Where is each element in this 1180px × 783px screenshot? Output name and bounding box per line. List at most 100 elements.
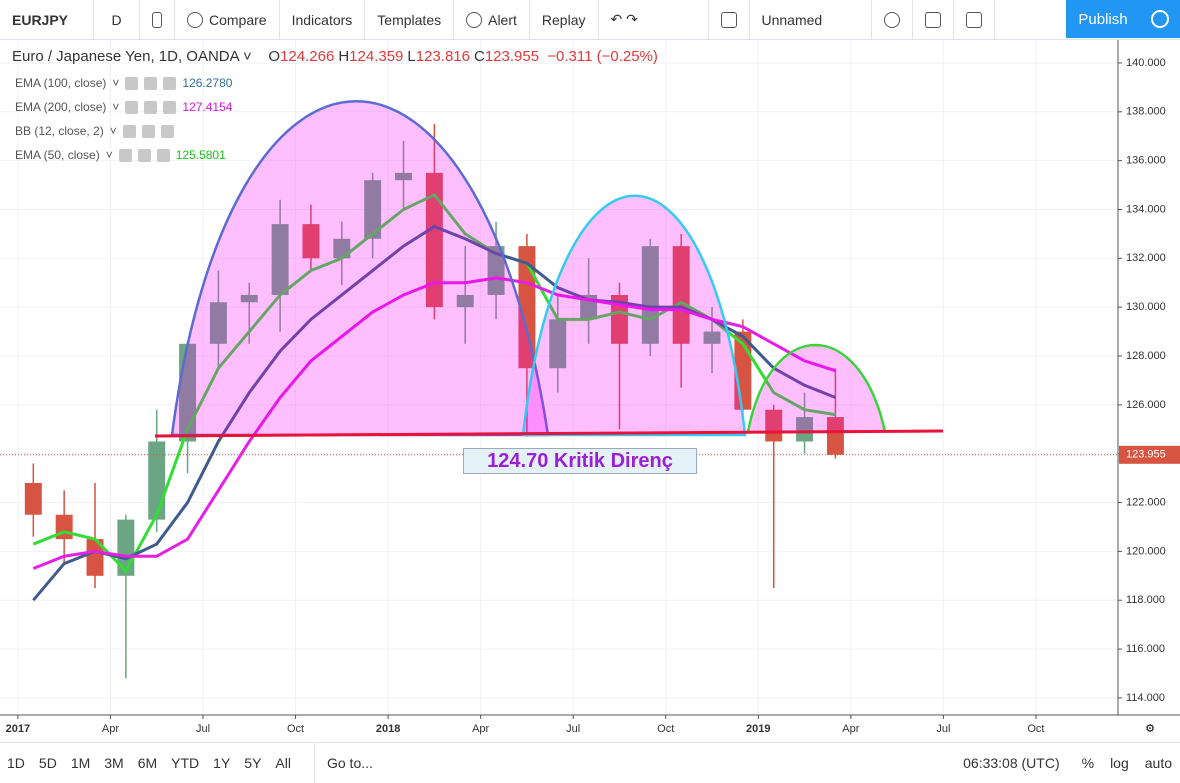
ohlc-key: O — [268, 48, 281, 65]
label: Alert — [488, 11, 517, 28]
resistance-line — [154, 429, 944, 438]
range-btn[interactable]: 5D — [38, 754, 57, 771]
indicator-btn[interactable] — [137, 148, 151, 162]
candle-body — [487, 246, 505, 295]
x-tick-label: Jul — [936, 723, 950, 735]
candle — [425, 124, 443, 320]
indicator: EMA (200, close) ˅ 127.4154 — [15, 100, 232, 114]
indicator-btn[interactable] — [141, 124, 155, 138]
ohlc-item: L123.816 — [407, 48, 470, 65]
indicator-btn[interactable] — [163, 76, 177, 90]
range-btn[interactable]: 1Y — [213, 754, 231, 771]
candle — [610, 282, 628, 430]
pattern-arc — [746, 343, 887, 433]
range-btn[interactable]: 1D — [7, 754, 25, 771]
candle — [549, 294, 567, 393]
settings[interactable] — [872, 0, 913, 40]
x-tick-label: Oct — [287, 723, 304, 735]
candle-body — [610, 294, 628, 344]
range-btn[interactable]: 1M — [70, 754, 91, 771]
y-tick-label: 136.000 — [1126, 155, 1166, 167]
indicator: BB (12, close, 2) ˅ — [15, 124, 174, 138]
candle-body — [703, 331, 721, 344]
expand[interactable] — [913, 0, 954, 40]
change: −0.311 — [547, 48, 593, 65]
ohlc-value: 123.816 — [415, 48, 470, 65]
ema-line — [32, 276, 836, 570]
candle — [796, 392, 814, 454]
label: Templates — [377, 11, 442, 28]
range-btn[interactable]: All — [275, 754, 291, 771]
indicator-btn[interactable] — [144, 100, 158, 114]
indicator-btn[interactable] — [156, 148, 170, 162]
scale-option[interactable]: log — [1110, 754, 1129, 771]
x-tick-label: 2018 — [376, 723, 400, 735]
clock: 06:33:08 (UTC) — [963, 754, 1060, 771]
play[interactable] — [1140, 0, 1180, 38]
layout[interactable]: Unnamed — [750, 0, 872, 40]
y-tick-label: 114.000 — [1126, 692, 1165, 704]
indicator-btn[interactable] — [144, 76, 158, 90]
range-btn[interactable]: YTD — [171, 754, 200, 771]
candle-body — [117, 519, 135, 576]
ema-line — [32, 192, 836, 574]
indicator-name: BB (12, close, 2) — [15, 124, 104, 138]
y-tick-label: 118.000 — [1126, 594, 1165, 606]
x-tick-label: Oct — [657, 723, 674, 735]
legend: Euro / Japanese Yen, 1D, OANDA ˅ O124.26… — [12, 48, 658, 65]
candle-body — [425, 172, 443, 308]
range-btn[interactable]: 3M — [104, 754, 124, 771]
candle — [86, 482, 104, 589]
indicator-btn[interactable] — [125, 100, 139, 114]
btn-alert[interactable]: Alert — [454, 0, 530, 40]
y-tick-label: 122.000 — [1126, 496, 1166, 508]
scale-option[interactable]: auto — [1144, 754, 1172, 771]
chevron: ˅ — [105, 148, 113, 162]
btn-templates[interactable]: Templates — [365, 0, 455, 40]
undo-redo[interactable]: ↶ ↷ — [599, 0, 709, 40]
publish[interactable]: Publish — [1066, 0, 1140, 38]
ohlc-item: H124.359 — [338, 48, 403, 65]
indicator-btn[interactable] — [160, 124, 174, 138]
legend-title: Euro / Japanese Yen, 1D, OANDA — [12, 48, 239, 65]
btn-compare[interactable]: Compare — [175, 0, 280, 40]
indicator-value: 126.2780 — [182, 76, 233, 90]
scale-option[interactable]: % — [1081, 754, 1095, 771]
indicator-value: 125.5801 — [175, 148, 226, 162]
indicator-btn[interactable] — [118, 148, 132, 162]
ohlc-item: O124.266 — [268, 48, 334, 65]
x-tick-label: Jul — [196, 723, 210, 735]
last-price-box — [1119, 445, 1180, 464]
pattern-arc — [521, 194, 747, 437]
ohlc-value: 123.955 — [484, 48, 540, 65]
symbol[interactable]: EURJPY — [0, 0, 94, 40]
btn-replay[interactable]: Replay — [530, 0, 599, 40]
candle — [209, 270, 227, 369]
interval[interactable]: D — [94, 0, 140, 40]
fullscreen-box[interactable] — [709, 0, 750, 40]
indicator-btn[interactable] — [122, 124, 136, 138]
overlay — [154, 100, 944, 438]
candle-icon[interactable] — [140, 0, 175, 40]
range-btn[interactable]: 6M — [137, 754, 158, 771]
indicator-btn[interactable] — [163, 100, 177, 114]
candle — [271, 199, 289, 332]
bottom-bar: 1D 5D 1M 3M 6M YTD 1Y 5Y All Go to... 06:33:08 (UT… — [0, 742, 1180, 783]
ohlc-key: L — [407, 48, 416, 65]
indicator: EMA (100, close) ˅ 126.2780 — [15, 76, 232, 90]
y-tick-label: 130.000 — [1126, 301, 1166, 313]
indicator-btn[interactable] — [125, 76, 139, 90]
candle-body — [395, 172, 413, 181]
btn-indicators[interactable]: Indicators — [280, 0, 366, 40]
label: Replay — [541, 11, 586, 28]
chevron: ˅ — [109, 124, 117, 138]
candle — [24, 463, 42, 537]
x-tick-label: 2019 — [746, 723, 770, 735]
label: Compare — [209, 11, 267, 28]
snapshot[interactable] — [954, 0, 995, 40]
annotation: 124.70 Kritik Direnç — [463, 448, 697, 474]
ohlc-key: C — [473, 48, 485, 65]
candle-body — [456, 294, 474, 308]
goto[interactable]: Go to... — [313, 742, 373, 783]
range-btn[interactable]: 5Y — [244, 754, 262, 771]
